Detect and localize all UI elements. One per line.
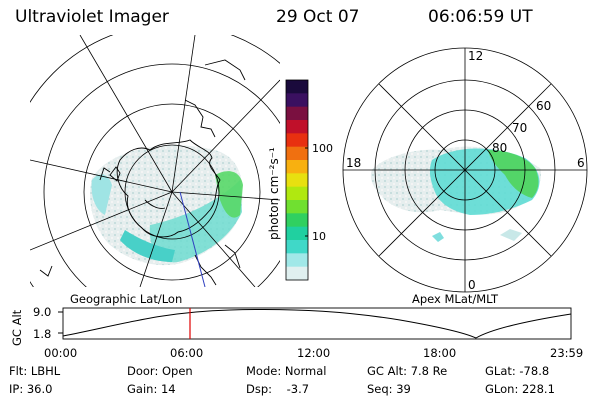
colorbar-swatches: [286, 80, 308, 281]
right-aurora-emission: [370, 146, 541, 242]
status-gain: Gain: 14: [127, 382, 176, 396]
colorbar-swatch: [286, 226, 308, 241]
colorbar-swatch: [286, 160, 308, 174]
time-tick-1200: 12:00: [297, 346, 330, 360]
colorbar-swatch: [286, 173, 308, 188]
mlat-label-60: 60: [536, 99, 551, 113]
mlat-label-70: 70: [512, 121, 527, 135]
altitude-tick-low: 1.8: [33, 327, 51, 341]
colorbar-tick-100: 100: [312, 142, 333, 155]
colorbar-swatch: [286, 200, 308, 214]
observation-time: 06:06:59 UT: [428, 7, 533, 27]
mlt-label-18: 18: [346, 156, 361, 170]
colorbar-swatch: [286, 240, 308, 254]
altitude-tick-high: 9.0: [33, 305, 51, 319]
colorbar-swatch: [286, 253, 308, 268]
time-tick-1800: 18:00: [423, 346, 456, 360]
left-coastlines: [39, 59, 246, 286]
colorbar-unit-label: photon cm⁻²s⁻¹: [267, 147, 281, 240]
colorbar-swatch: [286, 106, 308, 121]
colorbar-swatch: [286, 133, 308, 148]
colorbar-swatch: [286, 213, 308, 228]
geographic-map: [30, 35, 280, 287]
left-orbit-track: [179, 191, 206, 287]
status-seq: Seq: 39: [367, 382, 411, 396]
mlt-label-0: 0: [468, 278, 476, 292]
status-glat: GLat: -78.8: [485, 364, 550, 378]
mlt-label-6: 6: [577, 156, 585, 170]
time-tick-0000: 00:00: [44, 346, 77, 360]
instrument-title: Ultraviolet Imager: [15, 7, 169, 27]
status-door: Door: Open: [127, 364, 193, 378]
status-dsp: Dsp: -3.7: [246, 382, 310, 396]
colorbar-swatch: [286, 186, 308, 201]
colorbar-swatch: [286, 93, 308, 108]
colorbar-swatch: [286, 80, 308, 94]
colorbar-frame: [285, 79, 309, 281]
altitude-y-label: GC Alt: [10, 309, 24, 346]
time-tick-2359: 23:59: [550, 346, 583, 360]
status-glon: GLon: 228.1: [485, 382, 555, 396]
apex-map: 12 18 6 0 60 70 80: [342, 47, 588, 293]
status-flt: Flt: LBHL: [9, 364, 61, 378]
left-map-label: Geographic Lat/Lon: [70, 292, 182, 306]
right-map-label: Apex MLat/MLT: [412, 292, 499, 306]
observation-date: 29 Oct 07: [276, 7, 360, 27]
colorbar-tick-10: 10: [312, 230, 326, 243]
status-mode: Mode: Normal: [246, 364, 327, 378]
left-graticule: [30, 35, 280, 287]
mlt-label-12: 12: [468, 49, 483, 63]
apex-grid: [342, 47, 588, 293]
colorbar-swatch: [286, 120, 308, 134]
colorbar-swatch: [286, 146, 308, 161]
altitude-plot: 9.0 1.8 GC Alt 00:00 06:00 12:00 18:00 2…: [10, 305, 583, 360]
altitude-curve: [62, 309, 572, 339]
mlat-label-80: 80: [492, 141, 507, 155]
altitude-plot-frame: [62, 307, 572, 340]
time-tick-0600: 06:00: [170, 346, 203, 360]
status-gc-alt: GC Alt: 7.8 Re: [367, 364, 448, 378]
status-ip: IP: 36.0: [9, 382, 53, 396]
colorbar: 100 10 photon cm⁻²s⁻¹: [267, 79, 333, 281]
colorbar-swatch: [286, 266, 308, 281]
